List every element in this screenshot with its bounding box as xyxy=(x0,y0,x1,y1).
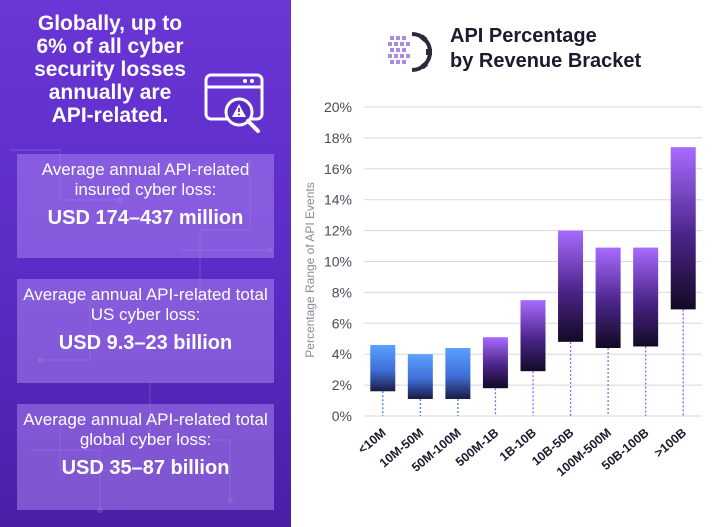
range-bar-50B-100B xyxy=(633,247,659,347)
range-bar-10B-50B xyxy=(558,230,584,342)
range-bar-1B-10B xyxy=(520,300,546,372)
y-tick-label: 10% xyxy=(324,254,352,270)
range-bar-100M-500M xyxy=(595,247,621,349)
category-label: >100B xyxy=(652,426,689,461)
y-tick-label: 12% xyxy=(324,223,352,239)
y-tick-label: 8% xyxy=(332,284,352,300)
y-axis-label: Percentage Range of API Events xyxy=(303,182,317,357)
stat-box-global: Average annual API-related total global … xyxy=(17,404,274,510)
stat-box-insured: Average annual API-related insured cyber… xyxy=(17,154,274,258)
category-label: <10M xyxy=(355,426,388,457)
stat-value: USD 174–437 million xyxy=(47,207,244,229)
chart-title: API Percentage by Revenue Bracket xyxy=(450,24,641,74)
stat-label: Average annual API-related total global … xyxy=(23,410,268,449)
info-panel: Globally, up to 6% of all cyber security l… xyxy=(0,0,291,527)
headline: Globally, up to 6% of all cyber security l… xyxy=(34,12,186,127)
y-tick-label: 4% xyxy=(332,346,352,362)
stat-value: USD 9.3–23 billion xyxy=(58,332,233,354)
chart-title-line-1: API Percentage xyxy=(450,25,597,47)
api-gear-icon xyxy=(388,32,432,72)
y-tick-label: 14% xyxy=(324,192,352,208)
y-tick-label: 6% xyxy=(332,315,352,331)
range-bar-10M-50M xyxy=(407,354,433,400)
stat-label: Average annual API-related total US cybe… xyxy=(23,285,268,324)
chart-title-line-2: by Revenue Bracket xyxy=(450,50,642,72)
range-bar-50M-100M xyxy=(445,348,471,400)
y-tick-label: 16% xyxy=(324,161,352,177)
range-bar-<10M xyxy=(370,344,396,392)
bar-chart: 0%2%4%6%8%10%12%14%16%18%20% <10M10M-50M… xyxy=(303,99,702,479)
y-tick-label: 20% xyxy=(324,99,352,115)
y-tick-label: 2% xyxy=(332,377,352,393)
range-bar->100B xyxy=(670,147,696,310)
browser-warning-icon xyxy=(204,73,264,133)
stat-box-us: Average annual API-related total US cybe… xyxy=(17,279,274,383)
stat-label: Average annual API-related insured cyber… xyxy=(41,160,250,199)
stat-value: USD 35–87 billion xyxy=(61,457,230,479)
range-bar-500M-1B xyxy=(482,337,508,389)
y-tick-label: 18% xyxy=(324,130,352,146)
y-tick-label: 0% xyxy=(332,408,352,424)
